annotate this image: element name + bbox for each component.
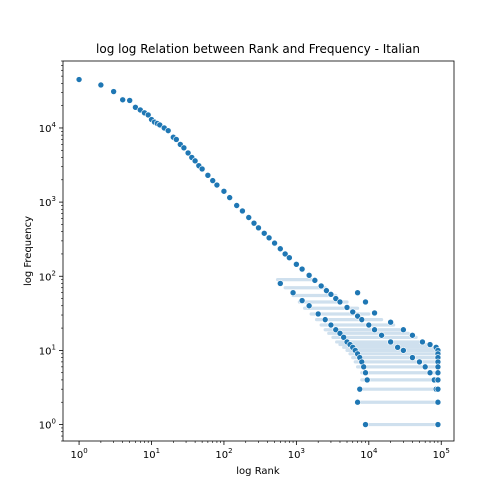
chart-title: log log Relation between Rank and Freque…	[96, 42, 420, 56]
data-point	[336, 298, 344, 306]
data-point	[321, 316, 329, 323]
data-point	[164, 127, 172, 134]
data-point	[426, 369, 434, 377]
data-point	[317, 282, 325, 290]
data-point	[250, 219, 258, 227]
data-point	[363, 376, 371, 384]
data-point	[409, 354, 416, 361]
data-point	[277, 245, 284, 253]
data-point	[409, 331, 416, 339]
data-point	[354, 398, 361, 406]
data-point	[289, 289, 297, 297]
data-point	[271, 239, 278, 247]
data-point	[298, 265, 306, 273]
data-point	[184, 149, 192, 157]
data-point	[434, 398, 442, 406]
x-axis-label: log Rank	[236, 466, 280, 477]
data-point	[245, 214, 253, 221]
data-point	[434, 376, 442, 384]
data-point	[419, 338, 426, 346]
data-point	[314, 310, 322, 318]
data-point	[191, 157, 199, 165]
data-point	[362, 369, 369, 377]
data-point	[362, 421, 369, 428]
data-point	[358, 316, 366, 323]
data-point	[354, 312, 361, 320]
data-point	[97, 81, 105, 89]
data-point	[387, 338, 394, 346]
data-point	[298, 297, 306, 304]
data-point	[305, 302, 313, 310]
data-point	[110, 88, 117, 95]
data-point	[356, 385, 364, 393]
data-point	[394, 344, 401, 351]
data-point	[265, 234, 273, 242]
scatter-points	[75, 76, 442, 428]
data-point	[371, 326, 378, 334]
data-point	[332, 326, 340, 334]
data-point	[400, 347, 407, 354]
data-point	[75, 76, 83, 83]
data-point	[434, 385, 442, 393]
data-point	[387, 318, 394, 326]
data-point	[255, 224, 262, 232]
data-point	[239, 207, 246, 215]
data-point	[277, 280, 284, 287]
data-point	[421, 363, 429, 371]
data-point	[119, 96, 126, 104]
data-point	[434, 363, 442, 371]
data-point	[260, 229, 268, 237]
data-point	[336, 330, 344, 337]
data-point	[340, 334, 347, 341]
data-point	[209, 177, 217, 184]
data-point	[293, 260, 300, 268]
data-point	[220, 187, 228, 195]
data-point	[426, 341, 434, 348]
data-point	[311, 277, 319, 284]
data-point	[434, 369, 442, 377]
y-axis-label: log Frequency	[23, 216, 34, 286]
data-point	[180, 144, 188, 152]
data-point	[198, 165, 206, 173]
data-point	[343, 304, 351, 311]
data-point	[173, 136, 180, 143]
data-point	[416, 358, 423, 366]
data-point	[349, 308, 357, 316]
data-point	[378, 331, 385, 339]
data-point	[371, 309, 378, 317]
data-point	[213, 181, 221, 189]
data-point	[365, 321, 373, 329]
data-point	[323, 287, 330, 294]
data-point	[226, 194, 233, 201]
data-point	[305, 272, 313, 279]
data-point	[204, 171, 212, 179]
data-point	[360, 363, 367, 371]
data-point	[281, 250, 289, 258]
data-point	[233, 202, 240, 209]
data-point	[144, 111, 152, 119]
data-point	[327, 291, 335, 298]
data-point	[327, 321, 335, 329]
data-point	[400, 326, 407, 334]
data-point	[434, 421, 442, 428]
data-point	[354, 289, 361, 297]
data-point	[362, 298, 369, 306]
data-point	[126, 97, 133, 104]
data-point	[286, 254, 293, 261]
data-point	[156, 121, 164, 129]
